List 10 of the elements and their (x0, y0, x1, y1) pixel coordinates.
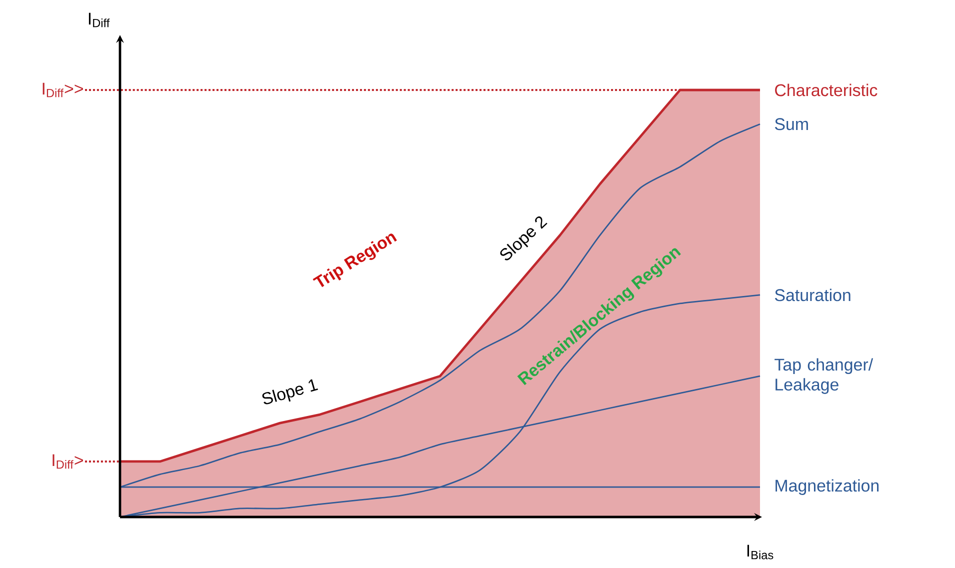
series-label: Sum (774, 118, 808, 130)
ref-line-label: I$_{Diff}$>> (42, 82, 83, 98)
x-axis-title: I$_{Bias}$ (747, 544, 774, 560)
series-label: Tap changer/ Leakage (774, 358, 874, 394)
series-label: Saturation (774, 288, 850, 302)
y-axis-title: I$_{Diff}$ (88, 12, 110, 28)
series-label: Magnetization (776, 479, 879, 496)
series-label: Characteristic (775, 84, 878, 96)
ref-line-label: I$_{Diff}$> (52, 454, 83, 469)
annotation: Slope 1 (262, 379, 318, 404)
